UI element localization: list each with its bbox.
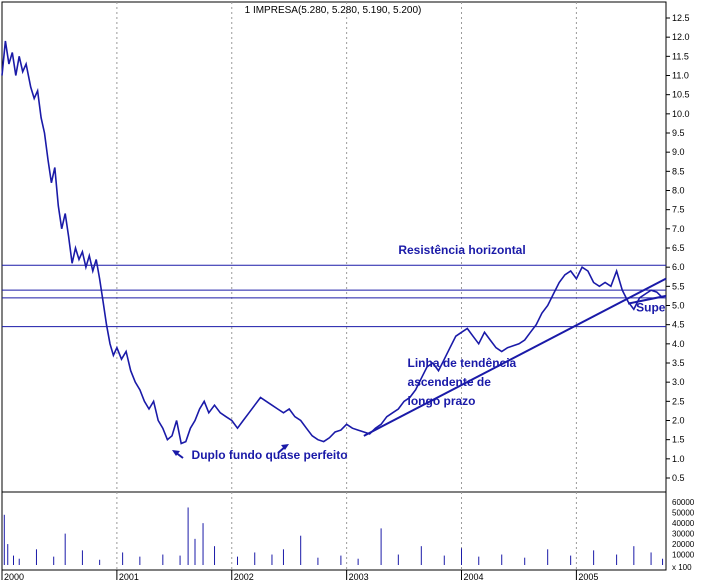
annotation-label: Linha de tendência: [408, 356, 517, 370]
y-tick-label: 2.5: [672, 396, 685, 406]
x-tick-label: 2005: [578, 572, 598, 582]
y-tick-label: 4.0: [672, 339, 685, 349]
y-tick-label: 6.5: [672, 243, 685, 253]
trendlines: [363, 277, 667, 437]
volume-tick-label: 20000: [672, 540, 695, 549]
x-tick-label: 2003: [349, 572, 369, 582]
y-tick-label: 8.5: [672, 166, 685, 176]
y-tick-label: 5.0: [672, 301, 685, 311]
x-tick-label: 2000: [4, 572, 24, 582]
x-tick-label: 2001: [119, 572, 139, 582]
y-tick-label: 12.0: [672, 32, 690, 42]
price-line: [1, 40, 664, 445]
arrow-2-head: [281, 444, 289, 450]
annotation-label: Resistência horizontal: [398, 243, 525, 257]
annotation-label: ascendente de: [408, 375, 492, 389]
chart-title: 1 IMPRESA(5.280, 5.280, 5.190, 5.200): [245, 5, 422, 16]
y-tick-label: 9.5: [672, 128, 685, 138]
y-tick-label: 7.5: [672, 205, 685, 215]
y-tick-label: 11.0: [672, 71, 689, 81]
y-tick-label: 9.0: [672, 147, 685, 157]
y-tick-label: 3.5: [672, 358, 685, 368]
y-tick-label: 6.0: [672, 262, 685, 272]
annotation-label: Supe: [636, 300, 666, 314]
arrow-1-head: [172, 450, 180, 456]
trendline: [363, 277, 667, 437]
y-axis-ticks: 12.5 12.0 11.5 11.0 10.5 10.0 9.5 9.0 8.5 8.0 7.5 7…: [666, 13, 690, 483]
y-tick-label: 7.0: [672, 224, 685, 234]
x-tick-label: 2002: [234, 572, 254, 582]
x-tick-label: 2004: [464, 572, 484, 582]
y-tick-label: 0.5: [672, 473, 685, 483]
annotation-label: Duplo fundo quase perfeito: [192, 448, 348, 462]
annotation-arrows: [172, 444, 289, 459]
annotations: Resistência horizontal Linha de tendência…: [192, 243, 666, 462]
y-tick-label: 8.0: [672, 186, 685, 196]
x-axis-ticks: 2000 2001 2002 2003 2004 2005: [1, 570, 598, 582]
y-tick-label: 2.0: [672, 416, 685, 426]
volume-tick-label: 30000: [672, 530, 695, 539]
volume-tick-label: 40000: [672, 519, 695, 528]
trendline: [627, 294, 667, 305]
volume-tick-label: 10000: [672, 551, 695, 560]
volume-tick-label: 50000: [672, 509, 695, 518]
volume-tick-label: 60000: [672, 498, 695, 507]
volume-tick-label: x 100: [672, 563, 692, 572]
y-tick-label: 1.5: [672, 435, 685, 445]
y-tick-label: 11.5: [672, 51, 689, 61]
volume-bars: [3, 507, 664, 565]
y-tick-label: 10.5: [672, 90, 690, 100]
annotation-label: longo prazo: [408, 394, 476, 408]
y-tick-label: 3.0: [672, 377, 685, 387]
y-tick-label: 4.5: [672, 320, 685, 330]
y-tick-label: 1.0: [672, 454, 685, 464]
y-tick-label: 12.5: [672, 13, 690, 23]
y-tick-label: 10.0: [672, 109, 690, 119]
y-tick-label: 5.5: [672, 281, 685, 291]
